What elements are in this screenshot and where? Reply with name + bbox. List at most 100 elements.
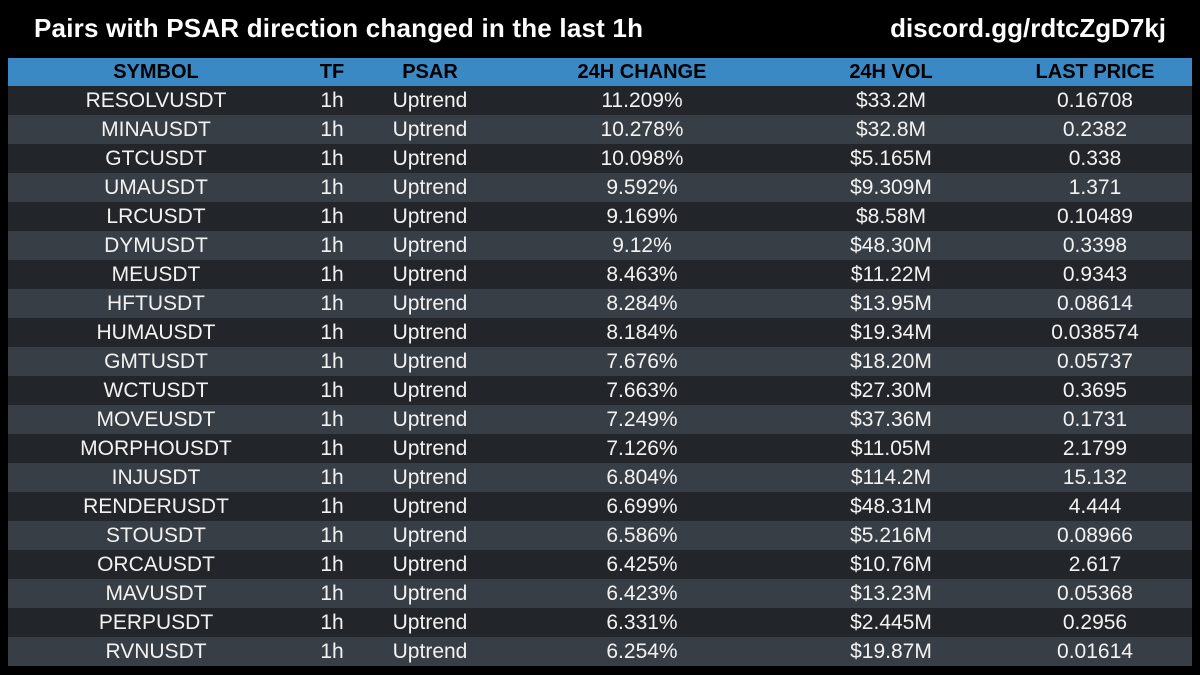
- volume-cell: $9.309M: [784, 173, 998, 202]
- price-cell: 0.3695: [998, 376, 1192, 405]
- column-header-24h-change[interactable]: 24H CHANGE: [500, 58, 784, 86]
- change-cell: 7.249%: [500, 405, 784, 434]
- table-row[interactable]: MOVEUSDT 1h Uptrend 7.249% $37.36M 0.1731: [8, 405, 1192, 434]
- change-cell: 6.331%: [500, 608, 784, 637]
- tf-cell: 1h: [304, 231, 360, 260]
- table-row[interactable]: MINAUSDT 1h Uptrend 10.278% $32.8M 0.2382: [8, 115, 1192, 144]
- volume-cell: $2.445M: [784, 608, 998, 637]
- tf-cell: 1h: [304, 463, 360, 492]
- symbol-cell: MINAUSDT: [8, 115, 304, 144]
- tf-cell: 1h: [304, 86, 360, 115]
- bottom-border: [0, 667, 1200, 675]
- change-cell: 10.098%: [500, 144, 784, 173]
- change-cell: 6.586%: [500, 521, 784, 550]
- volume-cell: $48.30M: [784, 231, 998, 260]
- price-cell: 0.08966: [998, 521, 1192, 550]
- change-cell: 8.284%: [500, 289, 784, 318]
- column-header-24h-vol[interactable]: 24H VOL: [784, 58, 998, 86]
- price-cell: 1.371: [998, 173, 1192, 202]
- symbol-cell: MAVUSDT: [8, 579, 304, 608]
- tf-cell: 1h: [304, 579, 360, 608]
- tf-cell: 1h: [304, 405, 360, 434]
- change-cell: 6.699%: [500, 492, 784, 521]
- tf-cell: 1h: [304, 637, 360, 666]
- table-row[interactable]: GMTUSDT 1h Uptrend 7.676% $18.20M 0.05737: [8, 347, 1192, 376]
- price-cell: 0.05368: [998, 579, 1192, 608]
- psar-cell: Uptrend: [360, 173, 500, 202]
- tf-cell: 1h: [304, 260, 360, 289]
- table-row[interactable]: LRCUSDT 1h Uptrend 9.169% $8.58M 0.10489: [8, 202, 1192, 231]
- discord-link[interactable]: discord.gg/rdtcZgD7kj: [890, 13, 1166, 43]
- volume-cell: $5.165M: [784, 144, 998, 173]
- volume-cell: $27.30M: [784, 376, 998, 405]
- price-cell: 15.132: [998, 463, 1192, 492]
- table-row[interactable]: PERPUSDT 1h Uptrend 6.331% $2.445M 0.2956: [8, 608, 1192, 637]
- table-row[interactable]: WCTUSDT 1h Uptrend 7.663% $27.30M 0.3695: [8, 376, 1192, 405]
- price-cell: 0.01614: [998, 637, 1192, 666]
- volume-cell: $18.20M: [784, 347, 998, 376]
- price-cell: 0.2382: [998, 115, 1192, 144]
- price-cell: 0.338: [998, 144, 1192, 173]
- symbol-cell: INJUSDT: [8, 463, 304, 492]
- column-header-tf[interactable]: TF: [304, 58, 360, 86]
- table-row[interactable]: MORPHOUSDT 1h Uptrend 7.126% $11.05M 2.1799: [8, 434, 1192, 463]
- volume-cell: $8.58M: [784, 202, 998, 231]
- change-cell: 7.126%: [500, 434, 784, 463]
- psar-cell: Uptrend: [360, 260, 500, 289]
- psar-cell: Uptrend: [360, 405, 500, 434]
- change-cell: 11.209%: [500, 86, 784, 115]
- volume-cell: $114.2M: [784, 463, 998, 492]
- table-row[interactable]: DYMUSDT 1h Uptrend 9.12% $48.30M 0.3398: [8, 231, 1192, 260]
- psar-cell: Uptrend: [360, 550, 500, 579]
- psar-cell: Uptrend: [360, 202, 500, 231]
- tf-cell: 1h: [304, 492, 360, 521]
- psar-cell: Uptrend: [360, 637, 500, 666]
- volume-cell: $37.36M: [784, 405, 998, 434]
- symbol-cell: HFTUSDT: [8, 289, 304, 318]
- change-cell: 10.278%: [500, 115, 784, 144]
- symbol-cell: PERPUSDT: [8, 608, 304, 637]
- title-bar: Pairs with PSAR direction changed in the…: [0, 0, 1200, 58]
- change-cell: 9.12%: [500, 231, 784, 260]
- table-row[interactable]: GTCUSDT 1h Uptrend 10.098% $5.165M 0.338: [8, 144, 1192, 173]
- psar-cell: Uptrend: [360, 115, 500, 144]
- tf-cell: 1h: [304, 115, 360, 144]
- symbol-cell: GMTUSDT: [8, 347, 304, 376]
- psar-cell: Uptrend: [360, 289, 500, 318]
- table-row[interactable]: HFTUSDT 1h Uptrend 8.284% $13.95M 0.08614: [8, 289, 1192, 318]
- table-row[interactable]: UMAUSDT 1h Uptrend 9.592% $9.309M 1.371: [8, 173, 1192, 202]
- table-row[interactable]: MEUSDT 1h Uptrend 8.463% $11.22M 0.9343: [8, 260, 1192, 289]
- change-cell: 7.676%: [500, 347, 784, 376]
- table-row[interactable]: INJUSDT 1h Uptrend 6.804% $114.2M 15.132: [8, 463, 1192, 492]
- table-row[interactable]: RESOLVUSDT 1h Uptrend 11.209% $33.2M 0.16708: [8, 86, 1192, 115]
- change-cell: 6.423%: [500, 579, 784, 608]
- change-cell: 8.463%: [500, 260, 784, 289]
- change-cell: 9.169%: [500, 202, 784, 231]
- table-body: RESOLVUSDT 1h Uptrend 11.209% $33.2M 0.16708 M…: [8, 86, 1192, 666]
- tf-cell: 1h: [304, 144, 360, 173]
- page-title: Pairs with PSAR direction changed in the…: [34, 13, 644, 43]
- change-cell: 9.592%: [500, 173, 784, 202]
- tf-cell: 1h: [304, 434, 360, 463]
- table-header-row: SYMBOL TF PSAR 24H CHANGE 24H VOL LAST P…: [8, 58, 1192, 86]
- table-row[interactable]: MAVUSDT 1h Uptrend 6.423% $13.23M 0.05368: [8, 579, 1192, 608]
- price-cell: 0.08614: [998, 289, 1192, 318]
- psar-cell: Uptrend: [360, 608, 500, 637]
- tf-cell: 1h: [304, 289, 360, 318]
- table-row[interactable]: RENDERUSDT 1h Uptrend 6.699% $48.31M 4.444: [8, 492, 1192, 521]
- column-header-last-price[interactable]: LAST PRICE: [998, 58, 1192, 86]
- column-header-psar[interactable]: PSAR: [360, 58, 500, 86]
- symbol-cell: UMAUSDT: [8, 173, 304, 202]
- psar-cell: Uptrend: [360, 347, 500, 376]
- symbol-cell: RENDERUSDT: [8, 492, 304, 521]
- volume-cell: $11.22M: [784, 260, 998, 289]
- table-row[interactable]: HUMAUSDT 1h Uptrend 8.184% $19.34M 0.038574: [8, 318, 1192, 347]
- column-header-symbol[interactable]: SYMBOL: [8, 58, 304, 86]
- symbol-cell: HUMAUSDT: [8, 318, 304, 347]
- tf-cell: 1h: [304, 376, 360, 405]
- table-row[interactable]: ORCAUSDT 1h Uptrend 6.425% $10.76M 2.617: [8, 550, 1192, 579]
- volume-cell: $5.216M: [784, 521, 998, 550]
- table-row[interactable]: STOUSDT 1h Uptrend 6.586% $5.216M 0.08966: [8, 521, 1192, 550]
- tf-cell: 1h: [304, 608, 360, 637]
- table-row[interactable]: RVNUSDT 1h Uptrend 6.254% $19.87M 0.01614: [8, 637, 1192, 666]
